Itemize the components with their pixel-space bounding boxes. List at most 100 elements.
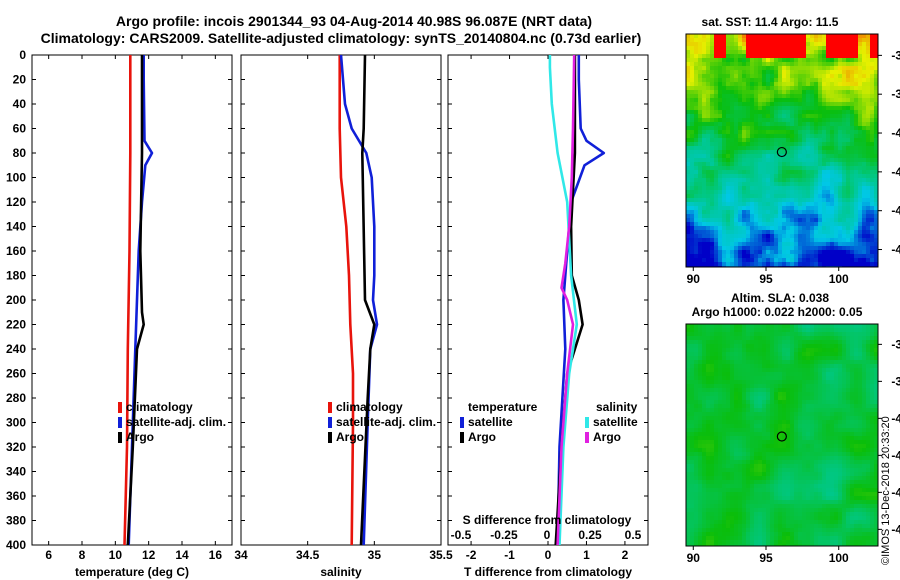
sla-map-cell — [786, 392, 790, 396]
sst-map-cell — [690, 50, 694, 54]
sst-map-cell — [862, 258, 866, 262]
sst-map-cell — [798, 194, 802, 198]
sst-map-cell — [862, 130, 866, 134]
sst-map-cell — [794, 222, 798, 226]
sst-map-cell — [702, 182, 706, 186]
sst-map-cell — [858, 150, 862, 154]
sst-map-cell — [722, 242, 726, 246]
sst-map-cell — [838, 38, 842, 42]
sla-map-cell — [854, 400, 858, 404]
sst-map-cell — [710, 118, 714, 122]
sst-map-cell — [690, 238, 694, 242]
sst-map-cell — [798, 142, 802, 146]
sst-map-cell — [706, 58, 710, 62]
sst-map-cell — [750, 130, 754, 134]
sst-map-cell — [750, 222, 754, 226]
sst-map-cell — [698, 202, 702, 206]
sst-map-cell — [730, 102, 734, 106]
sst-map-cell — [830, 86, 834, 90]
sst-map-cell — [846, 142, 850, 146]
sla-map-cell — [854, 420, 858, 424]
sst-map-cell — [854, 34, 858, 38]
sst-map-cell — [686, 126, 690, 130]
sst-map-cell — [706, 66, 710, 70]
sst-map-cell — [870, 110, 874, 114]
sst-map-cell — [826, 170, 830, 174]
sst-map-cell — [838, 194, 842, 198]
sst-map-cell — [854, 54, 858, 58]
sla-map-cell — [738, 472, 742, 476]
sla-map-cell — [734, 392, 738, 396]
sst-map-cell — [834, 174, 838, 178]
sla-map-cell — [806, 384, 810, 388]
sst-map-cell — [806, 230, 810, 234]
sla-map-cell — [774, 396, 778, 400]
sst-map-cell — [758, 98, 762, 102]
sla-map-cell — [766, 336, 770, 340]
sst-map-cell — [822, 154, 826, 158]
sla-map-cell — [694, 372, 698, 376]
sst-map-cell — [826, 94, 830, 98]
sla-map-cell — [698, 340, 702, 344]
sst-map-cell — [818, 154, 822, 158]
sla-map-cell — [826, 432, 830, 436]
sst-map-cell — [854, 134, 858, 138]
sst-map-cell — [790, 154, 794, 158]
sla-map-cell — [826, 464, 830, 468]
sst-map-cell — [826, 154, 830, 158]
sst-map-cell — [714, 154, 718, 158]
sla-map-cell — [806, 340, 810, 344]
sst-map-cell — [866, 94, 870, 98]
sst-map-cell — [738, 202, 742, 206]
sst-map-cell — [858, 50, 862, 54]
sst-map-cell — [854, 182, 858, 186]
sla-map-cell — [778, 440, 782, 444]
sst-map-cell — [762, 206, 766, 210]
sst-map-cell — [838, 234, 842, 238]
sst-map-cell — [858, 218, 862, 222]
sst-map-cell — [814, 214, 818, 218]
sla-map-cell — [746, 364, 750, 368]
sst-map-cell — [718, 126, 722, 130]
sst-map-cell — [738, 230, 742, 234]
sst-map-cell — [766, 138, 770, 142]
sla-map-cell — [734, 476, 738, 480]
sst-map-cell — [854, 106, 858, 110]
sla-map-cell — [754, 356, 758, 360]
sst-map-cell — [734, 166, 738, 170]
sst-map-cell — [846, 250, 850, 254]
sla-map-cell — [810, 424, 814, 428]
sla-map-cell — [862, 400, 866, 404]
sla-map-cell — [746, 360, 750, 364]
sst-map-cell — [846, 206, 850, 210]
sla-map-cell — [822, 408, 826, 412]
sst-map-cell — [838, 238, 842, 242]
sst-map-cell — [726, 222, 730, 226]
sst-map-cell — [746, 90, 750, 94]
sst-map-cell — [722, 38, 726, 42]
sst-map-cell — [838, 206, 842, 210]
sst-map-cell — [734, 66, 738, 70]
sst-map-cell — [774, 170, 778, 174]
sst-map-cell — [826, 234, 830, 238]
sst-map-cell — [818, 190, 822, 194]
sla-map-cell — [714, 452, 718, 456]
sla-map-cell — [714, 332, 718, 336]
sst-map-cell — [802, 118, 806, 122]
sst-map-cell — [850, 118, 854, 122]
sst-map-cell — [802, 162, 806, 166]
sst-map-cell — [842, 50, 846, 54]
sst-map-cell — [766, 250, 770, 254]
sla-map-cell — [746, 432, 750, 436]
sla-map-cell — [794, 424, 798, 428]
sla-map-cell — [794, 432, 798, 436]
sst-map-frame — [685, 33, 879, 268]
sst-map-cell — [830, 186, 834, 190]
sst-map-cell — [714, 118, 718, 122]
sst-map-cell — [810, 142, 814, 146]
sst-map-cell — [742, 70, 746, 74]
sla-map-cell — [734, 368, 738, 372]
sla-map-cell — [802, 332, 806, 336]
sla-map-cell — [702, 412, 706, 416]
sst-lat-label: -40 — [891, 126, 900, 140]
